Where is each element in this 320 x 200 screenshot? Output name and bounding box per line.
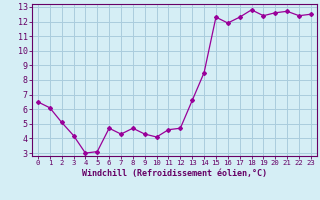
X-axis label: Windchill (Refroidissement éolien,°C): Windchill (Refroidissement éolien,°C) [82,169,267,178]
